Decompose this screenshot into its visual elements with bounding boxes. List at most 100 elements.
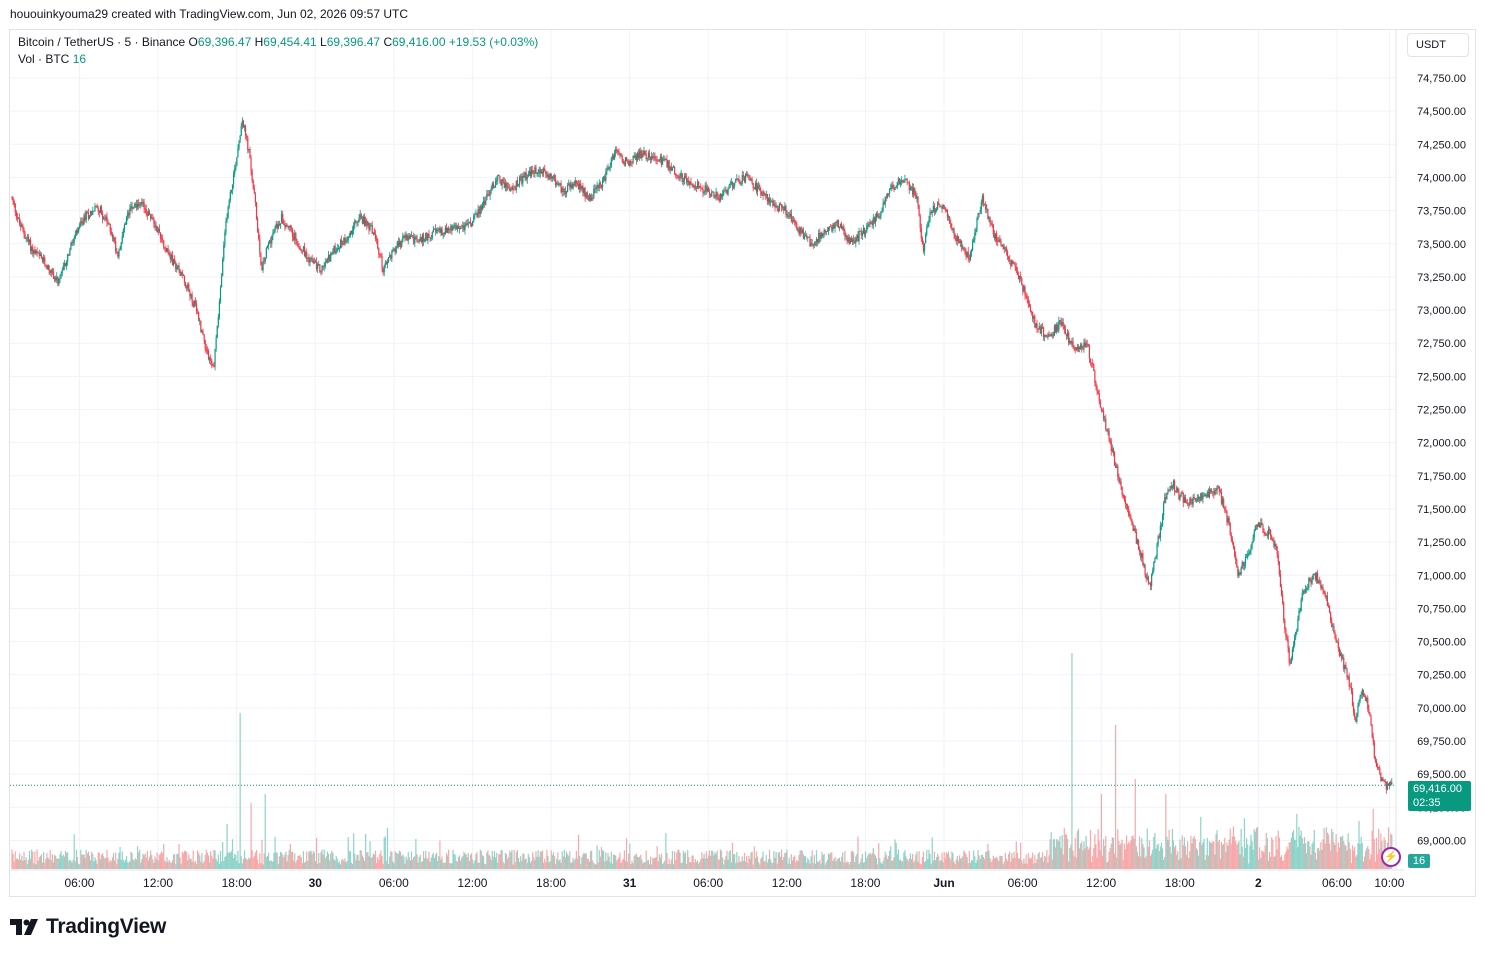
volume-bar (1207, 855, 1209, 869)
candle-body (596, 185, 598, 190)
candle-body (680, 173, 682, 177)
candle-body (1107, 430, 1109, 432)
candle-body (1312, 574, 1314, 580)
candle-body (1320, 582, 1322, 589)
volume-bar (884, 851, 886, 869)
volume-bar (114, 860, 116, 869)
candle-body (1175, 491, 1177, 493)
candle-body (777, 208, 779, 212)
volume-bar (572, 857, 574, 869)
candle-body (1367, 698, 1369, 709)
candle-body (178, 265, 180, 270)
volume-bar (428, 851, 430, 869)
price-tick-label: 72,500.00 (1417, 371, 1466, 383)
candle-body (623, 163, 625, 165)
volume-bar (1350, 863, 1352, 869)
candle-body (598, 182, 600, 188)
time-tick-label: 06:00 (1322, 876, 1352, 890)
candle-body (941, 206, 943, 210)
volume-bar (83, 854, 85, 869)
volume-bar (131, 853, 133, 869)
volume-bar (1334, 845, 1336, 869)
volume-bar (155, 858, 157, 869)
candle-body (958, 240, 961, 243)
candle-body (668, 160, 670, 170)
candle-body (1221, 499, 1224, 504)
candle-body (105, 216, 107, 220)
volume-bar (763, 861, 765, 869)
volume-bar (391, 851, 393, 869)
candle-body (112, 237, 115, 239)
volume-bar (323, 849, 325, 869)
volume-bar (1153, 836, 1155, 869)
ohlc-legend: Bitcoin / TetherUS · 5 · Binance O69,396… (18, 35, 538, 49)
candle-body (169, 254, 171, 260)
candle-body (177, 265, 179, 268)
candle-body (466, 223, 468, 225)
candle-body (755, 183, 758, 192)
volume-bar (456, 861, 458, 869)
lightning-icon[interactable]: ⚡ (1381, 847, 1401, 867)
candle-body (1153, 561, 1155, 571)
volume-bar (596, 845, 598, 869)
volume-bar (250, 803, 252, 869)
volume-bar (424, 858, 426, 869)
volume-bar (117, 858, 119, 869)
candle-body (1135, 532, 1137, 544)
volume-bar (146, 850, 148, 869)
symbol-title[interactable]: Bitcoin / TetherUS · 5 · Binance (18, 35, 186, 49)
volume-bar (393, 863, 395, 869)
candle-body (497, 174, 499, 180)
volume-bar (1291, 832, 1294, 869)
volume-bar (260, 863, 262, 869)
volume-bar (853, 852, 855, 869)
tradingview-logo[interactable]: TradingView (10, 914, 166, 940)
volume-bar (379, 853, 381, 869)
candle-body (767, 198, 770, 202)
candle-body (1279, 574, 1282, 588)
volume-bar (1049, 839, 1051, 869)
candle-body (674, 166, 676, 175)
volume-bar (332, 852, 334, 869)
volume-bar (850, 851, 853, 869)
candle-body (426, 232, 428, 241)
volume-bar (306, 851, 308, 869)
candle-body (389, 254, 391, 258)
volume-bar (430, 857, 432, 869)
candle-body (947, 216, 950, 218)
candle-body (1345, 665, 1347, 669)
volume-bar (549, 861, 551, 869)
candle-body (890, 187, 892, 189)
volume-bar (1201, 844, 1203, 869)
candle-body (972, 241, 974, 251)
volume-bar (622, 858, 624, 869)
candle-body (288, 225, 290, 228)
candle-body (981, 195, 984, 202)
candle-body (984, 203, 986, 205)
volume-bar (421, 861, 424, 869)
candle-body (1288, 648, 1290, 663)
volume-bar (1253, 829, 1255, 869)
volume-bar (1290, 837, 1292, 869)
currency-button[interactable]: USDT (1407, 33, 1469, 57)
candle-body (832, 224, 834, 231)
candle-body (683, 176, 686, 181)
price-candles (11, 117, 1393, 794)
candle-body (838, 226, 841, 228)
volume-bar (925, 861, 927, 869)
candle-body (1245, 557, 1248, 558)
volume-bar (390, 851, 392, 869)
volume-bar (802, 854, 805, 869)
volume-label[interactable]: Vol · BTC (18, 52, 70, 66)
candle-body (1155, 556, 1157, 559)
volume-bar (57, 858, 59, 869)
candle-body (121, 235, 123, 243)
volume-bar (433, 858, 436, 869)
candle-body (763, 191, 765, 195)
volume-bar (177, 853, 179, 869)
candle-body (382, 268, 384, 273)
candle-body (107, 222, 109, 225)
candle-body (1328, 606, 1331, 613)
close-value: 69,416.00 (392, 35, 446, 49)
